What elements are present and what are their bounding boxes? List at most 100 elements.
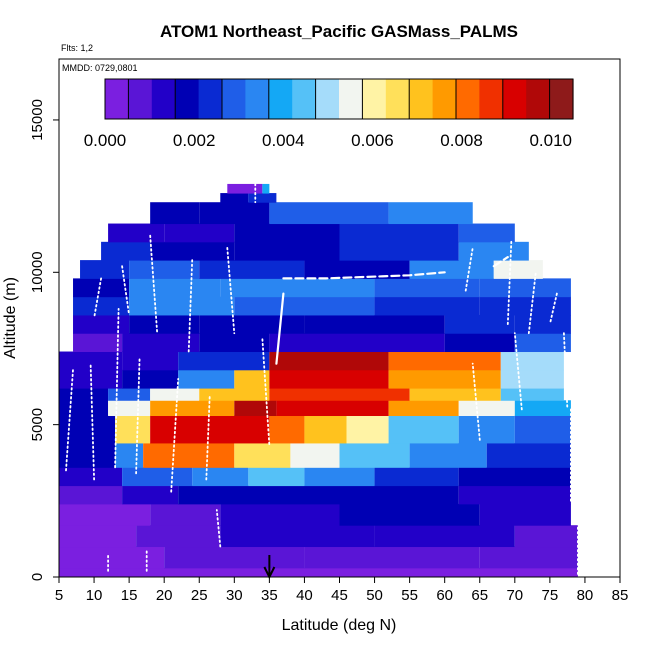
latitude-marker <box>263 555 276 580</box>
heatmap-cell <box>479 278 571 298</box>
colorbar-segment <box>245 79 270 119</box>
heatmap-cell <box>178 351 270 371</box>
y-tick-label: 5000 <box>29 408 46 441</box>
colorbar-segment <box>456 79 480 119</box>
heatmap-cell <box>234 369 270 389</box>
heatmap-cell <box>514 314 571 334</box>
flight-track <box>187 259 194 353</box>
heatmap-cell <box>108 400 151 417</box>
heatmap-cell <box>304 260 410 279</box>
heatmap-cell <box>199 388 270 401</box>
heatmap-cell <box>122 369 179 389</box>
colorbar-segment <box>479 79 504 119</box>
heatmap-cell <box>80 260 130 279</box>
heatmap-cell <box>269 351 389 371</box>
heatmap-cell <box>59 351 123 371</box>
flight-track <box>205 393 211 481</box>
flight-track-layer <box>65 182 579 575</box>
heatmap-cell <box>122 333 200 353</box>
heatmap-cell <box>220 525 375 548</box>
heatmap-cell <box>409 442 487 468</box>
x-tick-label: 70 <box>506 587 523 604</box>
flight-track <box>170 377 180 493</box>
heatmap-cell <box>73 278 130 298</box>
flight-track <box>513 332 523 411</box>
heatmap-cell <box>339 223 459 243</box>
flight-track <box>121 265 131 316</box>
y-axis-label: Altitude (m) <box>2 277 19 359</box>
colorbar-segment <box>502 79 527 119</box>
heatmap-cell <box>220 503 340 526</box>
flight-track <box>275 292 285 365</box>
y-tick-label: 15000 <box>29 99 46 141</box>
heatmap-cell <box>59 546 165 569</box>
heatmap-cell <box>458 485 571 505</box>
chart-title: ATOM1 Northeast_Pacific GASMass_PALMS <box>160 22 518 41</box>
x-axis: 5 10 15 20 25 30 35 40 45 50 55 60 65 70 75 80 85 <box>55 577 629 604</box>
heatmap-cell <box>479 546 578 569</box>
x-axis-label: Latitude (deg N) <box>282 617 397 634</box>
marker-arrow-head <box>263 566 276 580</box>
colorbar-segment <box>526 79 551 119</box>
flight-track <box>261 338 271 447</box>
colorbar-segment <box>362 79 387 119</box>
colorbar-segment <box>268 79 293 119</box>
y-tick-label: 10000 <box>29 251 46 293</box>
heatmap-cell <box>59 388 109 401</box>
heatmap-cell <box>290 442 340 468</box>
heatmap-cell <box>269 388 410 401</box>
heatmap-cell <box>486 442 571 468</box>
heatmap-cell <box>458 223 515 243</box>
colorbar-segment <box>409 79 434 119</box>
heatmap-cell <box>234 442 291 468</box>
colorbar-tick-label: 0.006 <box>351 131 394 150</box>
heatmap-cell <box>178 485 340 505</box>
flight-track <box>464 246 474 292</box>
colorbar-segment <box>222 79 246 119</box>
heatmap-cell <box>199 202 270 225</box>
heatmap-cell <box>73 296 130 316</box>
heatmap-cell <box>388 369 501 389</box>
colorbar-tick-label: 0.008 <box>440 131 483 150</box>
heatmap-cell <box>444 314 515 334</box>
heatmap-cell <box>108 223 165 243</box>
heatmap-cell <box>129 278 221 298</box>
heatmap-cell <box>150 400 235 417</box>
heatmap-cell <box>192 467 249 487</box>
heatmap-cell <box>136 525 221 548</box>
heatmap-cell <box>150 415 270 444</box>
flight-track <box>149 234 159 335</box>
heatmap-cell <box>262 183 270 194</box>
colorbar-segment <box>105 79 129 119</box>
heatmap-cell <box>234 296 375 316</box>
heatmap-cell <box>458 415 515 444</box>
heatmap-cell <box>234 400 277 417</box>
heatmap-cell <box>199 333 270 353</box>
colorbar-segment <box>315 79 340 119</box>
colorbar-segment <box>339 79 363 119</box>
heatmap-cell <box>500 351 564 371</box>
heatmap-cell <box>129 260 200 279</box>
heatmap-cell <box>444 333 515 353</box>
heatmap-cell <box>234 241 340 261</box>
heatmap-cell <box>150 241 235 261</box>
heatmap-cell <box>150 202 200 225</box>
flight-track <box>226 246 236 335</box>
colorbar-segment <box>175 79 200 119</box>
flight-track <box>114 307 120 469</box>
x-tick-label: 45 <box>331 587 348 604</box>
heatmap-cell <box>234 223 340 243</box>
x-tick-label: 85 <box>612 587 629 604</box>
heatmap-cell <box>59 400 109 417</box>
heatmap-cell <box>500 388 564 401</box>
heatmap-cell <box>129 296 235 316</box>
heatmap-cell <box>374 467 459 487</box>
heatmap-cell <box>164 546 305 569</box>
x-tick-label: 10 <box>86 587 103 604</box>
heatmap-cell <box>493 260 543 279</box>
colorbar-segment <box>128 79 153 119</box>
flight-track <box>282 271 446 280</box>
x-tick-label: 30 <box>226 587 243 604</box>
heatmap-cell <box>150 388 200 401</box>
